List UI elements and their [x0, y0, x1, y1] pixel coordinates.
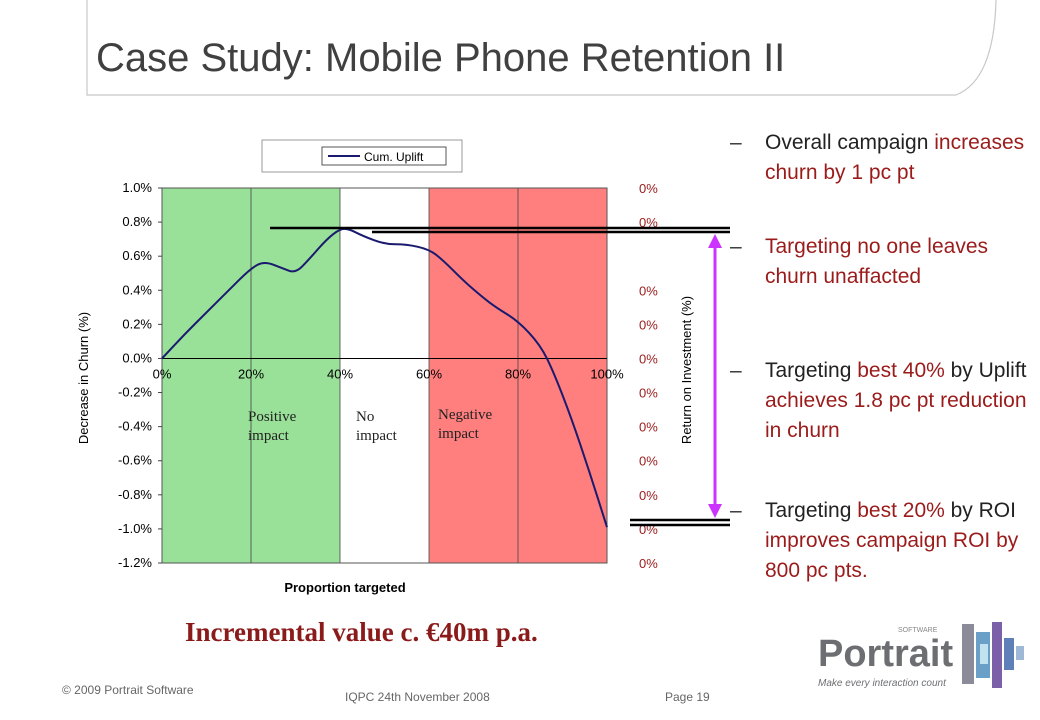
- portrait-logo: Portrait SOFTWARE Make every interaction…: [818, 622, 1024, 689]
- x-tick-label: 100%: [590, 366, 624, 381]
- x-tick-label: 20%: [238, 366, 264, 381]
- logo-tagline: Make every interaction count: [818, 678, 947, 689]
- slide-title: Case Study: Mobile Phone Retention II: [96, 36, 786, 80]
- y-tick-label: -1.2%: [118, 555, 152, 570]
- y-tick-label: -0.6%: [118, 453, 152, 468]
- y2-tick-label: 0%: [639, 351, 658, 366]
- x-tick-label: 0%: [153, 366, 172, 381]
- y2-tick-label: 0%: [639, 454, 658, 469]
- region-label-negative: Negative impact: [438, 407, 493, 442]
- y-tick-label: 0.4%: [122, 282, 152, 297]
- y-tick-label: 0.8%: [122, 214, 152, 229]
- region-label-positive: Positive impact: [248, 409, 297, 444]
- bullet-text-highlight: Targeting no one leaves churn unaffacted: [765, 235, 988, 288]
- logo-mark-icon: [962, 622, 1024, 688]
- y-tick-label: 0.2%: [122, 316, 152, 331]
- y2-tick-label: 0%: [639, 317, 658, 332]
- y2-tick-label: 0%: [639, 556, 658, 571]
- y-tick-label: 1.0%: [122, 180, 152, 195]
- series-line-cum-uplift: [161, 227, 608, 528]
- incremental-value-text: Incremental value c. €40m p.a.: [185, 617, 538, 647]
- reduction-arrow: [708, 234, 722, 518]
- bullet-dash: –: [730, 359, 742, 382]
- x-tick-label: 60%: [416, 366, 442, 381]
- bullet-text-highlight: best 40%: [857, 359, 945, 382]
- bullet-text: by ROI: [944, 499, 1016, 522]
- bullet-dash: –: [730, 235, 742, 258]
- region-none: [340, 188, 429, 563]
- logo-superscript: SOFTWARE: [898, 627, 938, 634]
- footer-copyright: © 2009 Portrait Software: [62, 683, 194, 697]
- y2-tick-label: 0%: [639, 283, 658, 298]
- bullet-text: by Uplift: [944, 359, 1027, 382]
- x-axis-title: Proportion targeted: [284, 580, 405, 595]
- y2-tick-label: 0%: [639, 386, 658, 401]
- footer-event: IQPC 24th November 2008: [345, 690, 490, 704]
- bullet-dash: –: [730, 131, 742, 154]
- y2-tick-label: 0%: [639, 420, 658, 435]
- y-tick-label: -0.8%: [118, 487, 152, 502]
- bullet-text-highlight: increases churn by 1 pc pt: [765, 131, 1025, 184]
- bullet-dash: –: [730, 499, 742, 522]
- y-tick-label: 0.6%: [122, 248, 152, 263]
- y-tick-label: -0.4%: [118, 419, 152, 434]
- bullet-text: Targeting: [765, 359, 858, 382]
- y-tick-label: 0.0%: [122, 350, 152, 365]
- y-axis-title: Decrease in Churn (%): [76, 312, 91, 444]
- region-label-none: No impact: [356, 409, 397, 444]
- bullet-text-highlight: improves campaign ROI by 800 pc pts.: [765, 529, 1019, 582]
- bullet-text: Targeting: [765, 499, 858, 522]
- y-tick-label: -0.2%: [118, 385, 152, 400]
- y2-tick-label: 0%: [639, 488, 658, 503]
- y-tick-label: -1.0%: [118, 521, 152, 536]
- bullet-text: Overall campaign: [765, 131, 935, 154]
- plot-border: [161, 187, 608, 564]
- y2-tick-label: 0%: [639, 215, 658, 230]
- logo-wordmark: Portrait: [818, 633, 953, 675]
- bullet-text-highlight: best 20%: [857, 499, 945, 522]
- uplift-chart: Cum. Uplift 1.0% 0.8% 0.6% 0.4% 0.2% 0.0% -0.2…: [76, 139, 730, 595]
- y2-axis-title: Return on Investment (%): [679, 296, 694, 444]
- legend-label: Cum. Uplift: [364, 150, 424, 164]
- x-tick-label: 80%: [505, 366, 531, 381]
- title-frame: [86, 0, 997, 96]
- bullet-text-highlight: achieves 1.8 pc pt reduction in churn: [765, 389, 1027, 442]
- x-tick-label: 40%: [327, 366, 353, 381]
- footer-page-number: Page 19: [665, 690, 710, 704]
- y2-tick-label: 0%: [639, 181, 658, 196]
